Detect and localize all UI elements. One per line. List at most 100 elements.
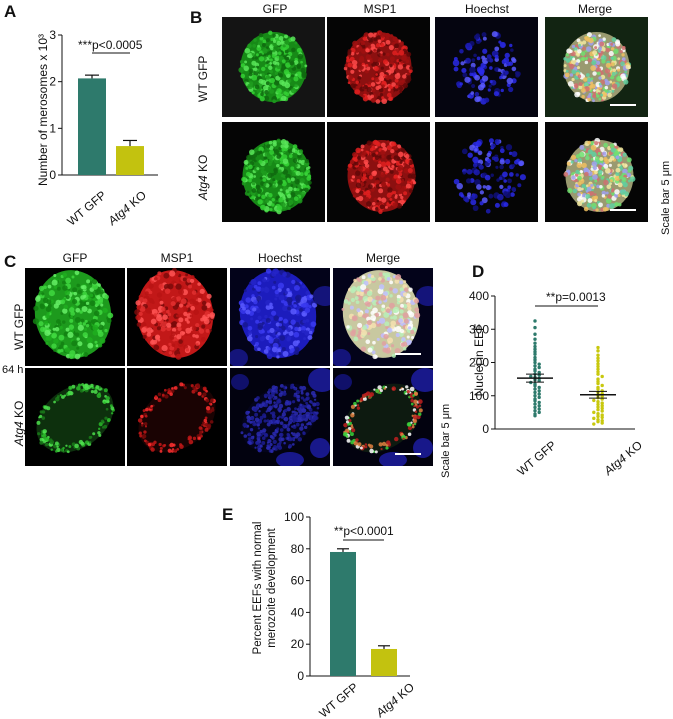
speckle xyxy=(295,432,301,437)
speckle xyxy=(297,71,302,76)
speckle xyxy=(302,284,306,289)
speckle xyxy=(388,96,394,101)
speckle xyxy=(396,294,401,299)
speckle xyxy=(305,290,311,296)
data-point xyxy=(596,381,600,386)
speckle xyxy=(198,437,201,440)
speckle xyxy=(256,188,262,194)
speckle xyxy=(378,188,384,194)
speckle xyxy=(51,279,58,286)
speckle xyxy=(280,174,284,178)
y-tick-label: 2 xyxy=(49,75,56,89)
speckle xyxy=(357,155,362,160)
speckle xyxy=(575,169,580,175)
speckle xyxy=(604,85,609,90)
speckle xyxy=(599,84,603,88)
data-point xyxy=(533,360,537,365)
speckle xyxy=(402,341,408,347)
speckle xyxy=(41,292,45,296)
speckle xyxy=(391,344,395,348)
speckle xyxy=(39,440,44,445)
speckle xyxy=(106,318,112,324)
speckle xyxy=(508,86,514,93)
speckle xyxy=(461,67,467,74)
scale-bar xyxy=(610,104,636,106)
speckle xyxy=(394,279,400,284)
speckle xyxy=(407,306,412,311)
speckle xyxy=(397,39,402,43)
speckle xyxy=(396,297,401,302)
speckle xyxy=(576,53,580,57)
speckle xyxy=(272,142,277,147)
speckle xyxy=(267,388,273,393)
speckle xyxy=(286,427,291,432)
speckle xyxy=(63,331,69,337)
speckle xyxy=(515,173,519,177)
speckle xyxy=(142,409,146,413)
speckle xyxy=(408,189,413,193)
speckle xyxy=(391,353,396,358)
speckle xyxy=(261,43,266,47)
speckle xyxy=(291,149,296,153)
speckle xyxy=(243,65,249,72)
speckle xyxy=(51,333,57,339)
speckle xyxy=(58,334,65,341)
speckle xyxy=(249,161,255,166)
speckle xyxy=(305,166,309,170)
speckle xyxy=(350,288,356,294)
speckle xyxy=(279,389,282,392)
speckle xyxy=(482,36,487,41)
speckle xyxy=(590,81,594,85)
speckle xyxy=(605,198,612,204)
data-point xyxy=(596,377,600,381)
speckle xyxy=(176,296,182,301)
speckle xyxy=(151,442,156,447)
speckle xyxy=(571,175,576,180)
speckle xyxy=(293,424,296,427)
bar-atg4-ko xyxy=(116,146,144,175)
speckle xyxy=(306,176,312,181)
speckle xyxy=(272,99,277,104)
speckle xyxy=(571,77,575,82)
data-point xyxy=(537,370,541,375)
background-nucleus xyxy=(379,452,407,466)
data-point xyxy=(537,404,541,408)
speckle xyxy=(272,418,276,423)
speckle xyxy=(200,336,206,342)
speckle xyxy=(144,291,149,296)
speckle xyxy=(179,444,184,449)
speckle xyxy=(287,179,292,183)
speckle xyxy=(621,45,626,50)
speckle xyxy=(502,171,508,178)
speckle xyxy=(256,431,261,437)
speckle xyxy=(374,312,380,318)
speckle xyxy=(76,283,80,288)
b-wt-gfp-hoechst-image xyxy=(435,17,538,117)
speckle xyxy=(257,322,264,329)
speckle xyxy=(598,34,601,37)
speckle xyxy=(161,393,165,397)
speckle xyxy=(355,50,359,54)
speckle xyxy=(594,170,598,175)
speckle xyxy=(86,279,91,284)
speckle xyxy=(241,176,247,182)
speckle xyxy=(595,67,601,73)
speckle xyxy=(278,35,284,41)
speckle xyxy=(198,328,205,334)
speckle xyxy=(592,50,598,56)
speckle xyxy=(208,402,212,405)
speckle xyxy=(290,87,297,94)
speckle xyxy=(621,177,627,182)
speckle xyxy=(280,144,285,149)
speckle xyxy=(280,152,284,155)
speckle xyxy=(576,91,581,96)
speckle xyxy=(370,322,377,329)
speckle xyxy=(268,140,273,145)
speckle xyxy=(470,62,476,68)
speckle xyxy=(476,56,481,61)
speckle xyxy=(464,197,470,203)
speckle xyxy=(281,346,286,351)
speckle xyxy=(607,194,612,199)
speckle xyxy=(590,144,597,151)
speckle xyxy=(264,151,270,158)
